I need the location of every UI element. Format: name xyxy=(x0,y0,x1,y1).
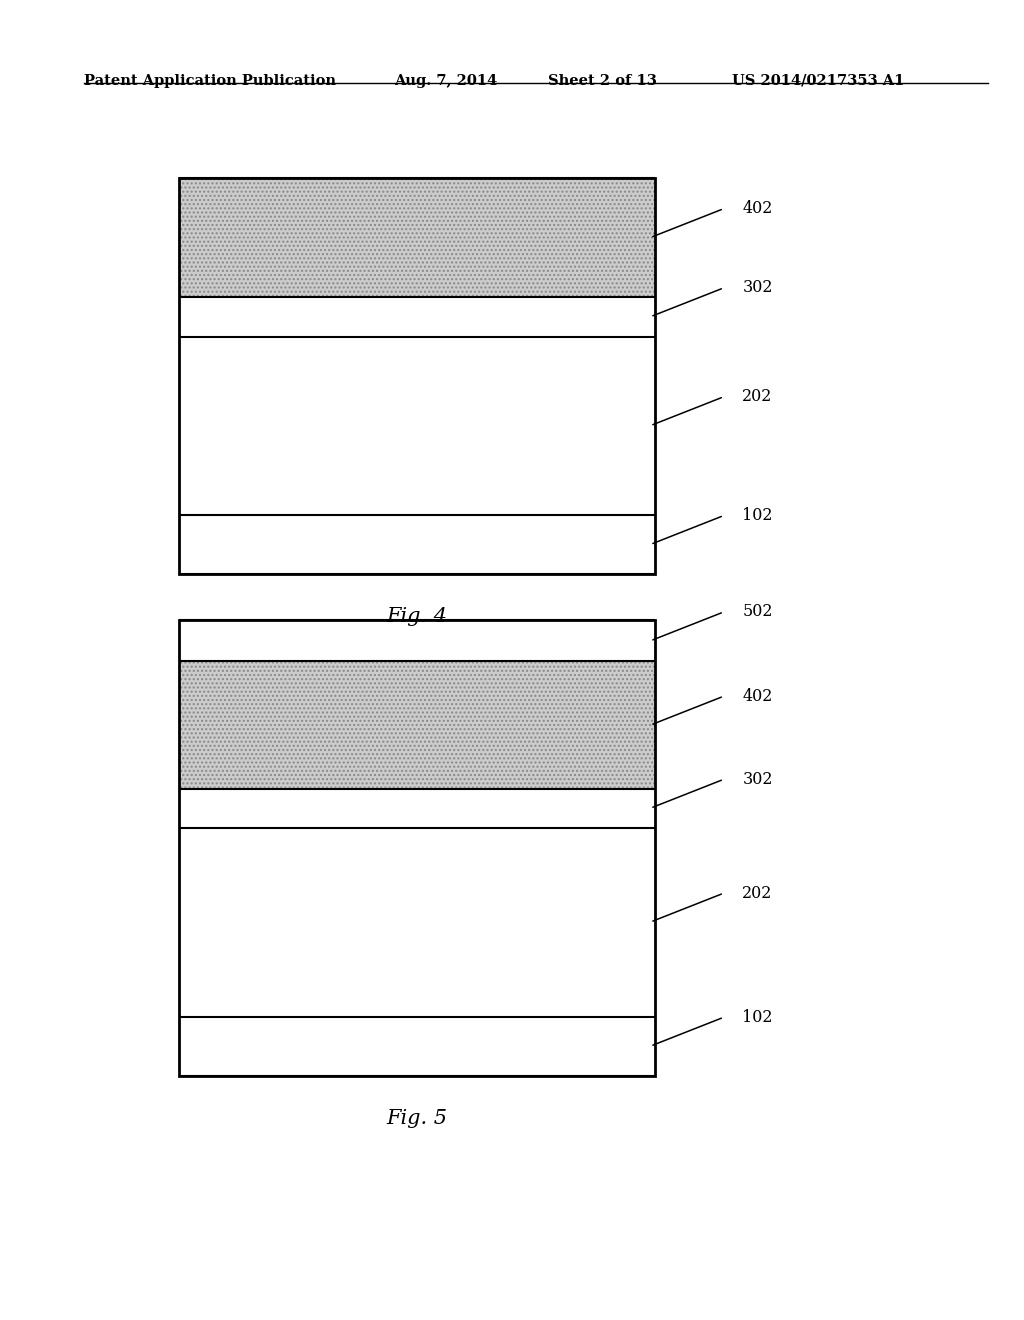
Bar xyxy=(179,620,655,1076)
Text: Fig. 5: Fig. 5 xyxy=(387,1109,447,1127)
Text: US 2014/0217353 A1: US 2014/0217353 A1 xyxy=(732,74,904,88)
Text: 102: 102 xyxy=(742,507,773,524)
Bar xyxy=(179,661,655,789)
Text: 102: 102 xyxy=(742,1008,773,1026)
Bar xyxy=(179,178,655,297)
Bar xyxy=(179,297,655,337)
Text: Aug. 7, 2014: Aug. 7, 2014 xyxy=(394,74,498,88)
Bar xyxy=(179,178,655,574)
Bar xyxy=(179,515,655,574)
Text: 202: 202 xyxy=(742,884,773,902)
Bar xyxy=(179,337,655,515)
Bar xyxy=(179,178,655,574)
Bar xyxy=(179,178,655,297)
Bar xyxy=(179,828,655,1016)
Bar xyxy=(179,789,655,828)
Text: 302: 302 xyxy=(742,280,773,296)
Text: Sheet 2 of 13: Sheet 2 of 13 xyxy=(548,74,656,88)
Bar xyxy=(179,620,655,1076)
Bar xyxy=(179,1016,655,1076)
Text: Patent Application Publication: Patent Application Publication xyxy=(84,74,336,88)
Text: 302: 302 xyxy=(742,771,773,788)
Text: 502: 502 xyxy=(742,603,773,620)
Text: 402: 402 xyxy=(742,201,773,216)
Text: 202: 202 xyxy=(742,388,773,405)
Bar xyxy=(179,620,655,661)
Bar xyxy=(179,661,655,789)
Text: 402: 402 xyxy=(742,688,773,705)
Text: Fig. 4: Fig. 4 xyxy=(387,607,447,626)
